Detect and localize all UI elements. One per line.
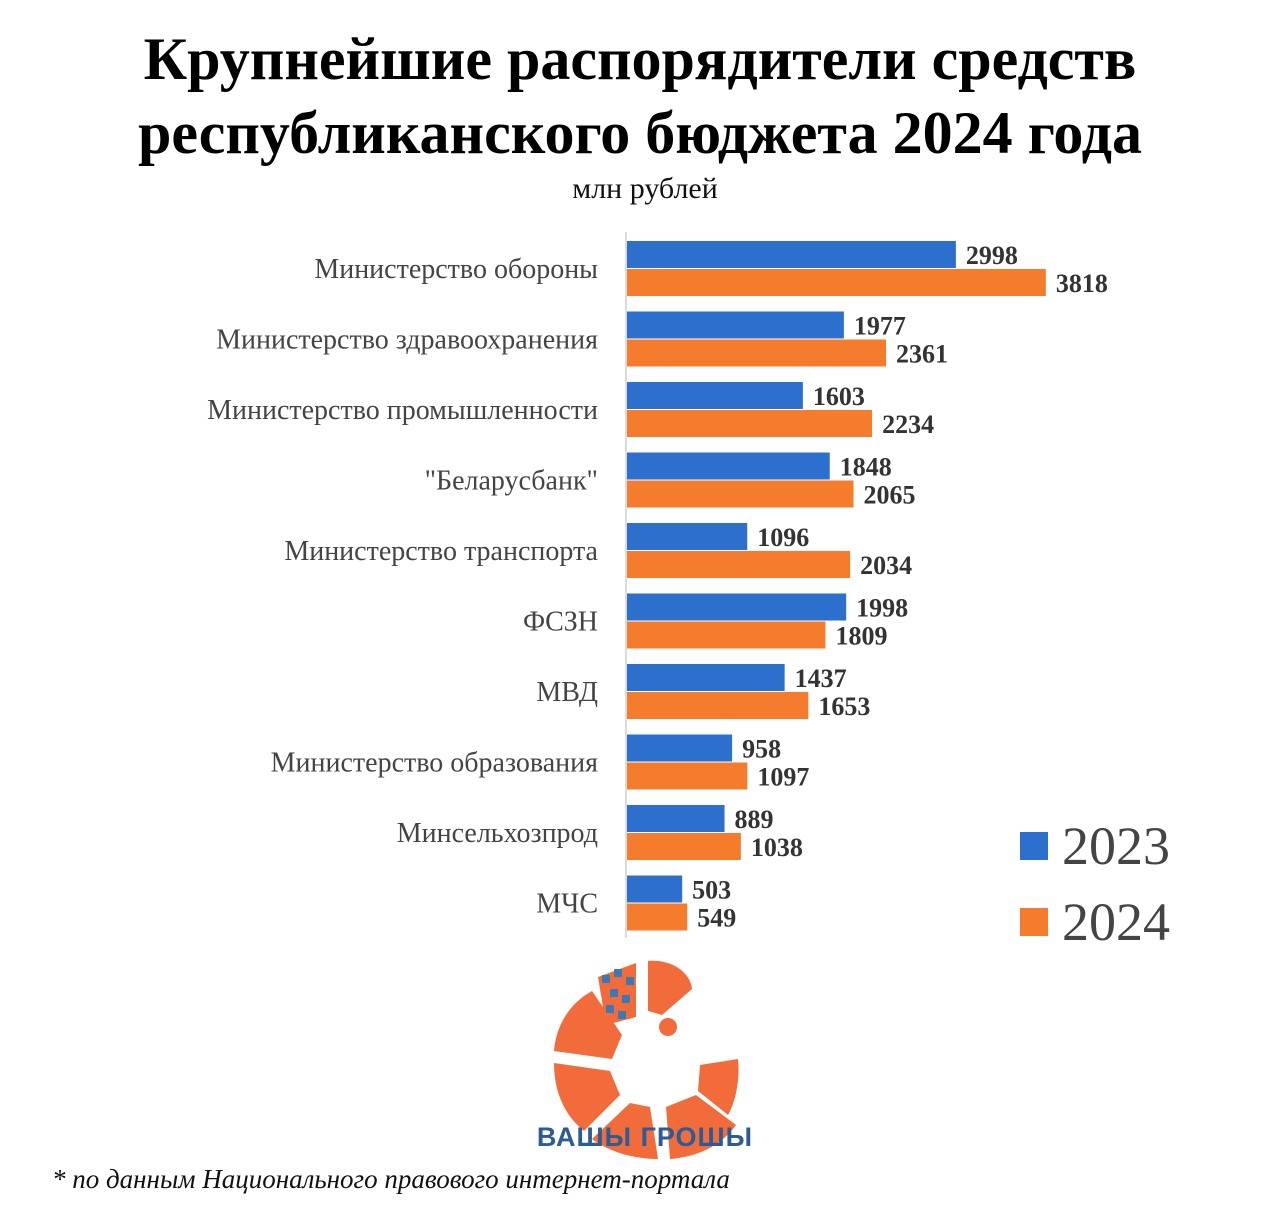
- category-label: "Беларусбанк": [425, 466, 598, 497]
- legend-swatch-2023: [1020, 832, 1048, 860]
- legend-item-2023: 2023: [1020, 808, 1170, 884]
- bar-2023: [627, 311, 844, 339]
- bar-2024: [627, 480, 854, 508]
- bar-2023: [627, 875, 683, 903]
- bar-2023: [627, 452, 830, 480]
- bar-2023: [627, 664, 785, 691]
- bar-2024: [627, 269, 1046, 296]
- bar-2024: [627, 410, 873, 437]
- category-label: Министерство образования: [271, 748, 598, 779]
- title-line-2: республиканского бюджета 2024 года: [138, 100, 1142, 166]
- data-label-2024: 2361: [896, 340, 948, 369]
- category-label: ФСЗН: [523, 607, 598, 638]
- category-label: МЧС: [536, 889, 598, 920]
- data-label-2023: 1096: [757, 523, 809, 552]
- bar-2024: [627, 551, 851, 578]
- data-label-2023: 2998: [966, 241, 1018, 270]
- category-label: Министерство обороны: [314, 254, 598, 285]
- legend-item-2024: 2024: [1020, 884, 1170, 960]
- legend-label-2023: 2023: [1062, 816, 1170, 876]
- data-label-2024: 549: [697, 904, 736, 933]
- unit-label: млн рублей: [572, 172, 718, 205]
- data-label-2024: 1038: [751, 833, 803, 862]
- data-label-2024: 1809: [835, 622, 887, 651]
- data-label-2024: 2234: [882, 410, 934, 439]
- data-label-2023: 1998: [856, 594, 908, 623]
- data-label-2024: 1653: [818, 692, 870, 721]
- bar-chart: Министерство обороны 2998 3818 Министерство…: [207, 232, 1108, 938]
- category-label: Министерство промышленности: [207, 395, 598, 426]
- bar-2024: [627, 339, 887, 367]
- logo-text: ВАШЫ ГРОШЫ: [536, 1122, 754, 1152]
- page-title: Крупнейшие распорядители средств республ…: [0, 22, 1280, 170]
- data-label-2023: 503: [692, 876, 731, 905]
- bar-2024: [627, 621, 826, 649]
- data-label-2023: 1848: [840, 453, 892, 482]
- data-label-2024: 3818: [1056, 269, 1108, 298]
- bar-2024: [627, 903, 688, 931]
- source-footnote: * по данным Национального правового инте…: [52, 1164, 730, 1194]
- data-label-2024: 1097: [757, 763, 809, 792]
- title-line-1: Крупнейшие распорядители средств: [143, 26, 1137, 92]
- chart-legend: 2023 2024: [1020, 808, 1170, 960]
- bar-2023: [627, 382, 803, 409]
- bar-2024: [627, 762, 748, 790]
- bar-2023: [627, 593, 847, 621]
- bar-2023: [627, 523, 748, 550]
- bar-2023: [627, 805, 725, 832]
- data-label-2024: 2034: [860, 551, 912, 580]
- category-label: МВД: [536, 677, 598, 708]
- category-label: Министерство здравоохранения: [216, 325, 598, 356]
- data-label-2023: 1437: [795, 664, 847, 693]
- bar-2023: [627, 734, 733, 762]
- bar-2024: [627, 833, 741, 860]
- category-label: Минсельхозпрод: [397, 818, 598, 849]
- data-label-2023: 889: [735, 805, 774, 834]
- legend-swatch-2024: [1020, 908, 1048, 936]
- data-label-2023: 958: [742, 735, 781, 764]
- legend-label-2024: 2024: [1062, 892, 1170, 952]
- bar-2023: [627, 241, 956, 268]
- category-label: Министерство транспорта: [284, 536, 598, 567]
- data-label-2024: 2065: [864, 481, 916, 510]
- data-label-2023: 1603: [813, 382, 865, 411]
- vashy-groshy-logo-icon: [554, 960, 739, 1159]
- data-label-2023: 1977: [854, 312, 906, 341]
- bar-2024: [627, 692, 809, 719]
